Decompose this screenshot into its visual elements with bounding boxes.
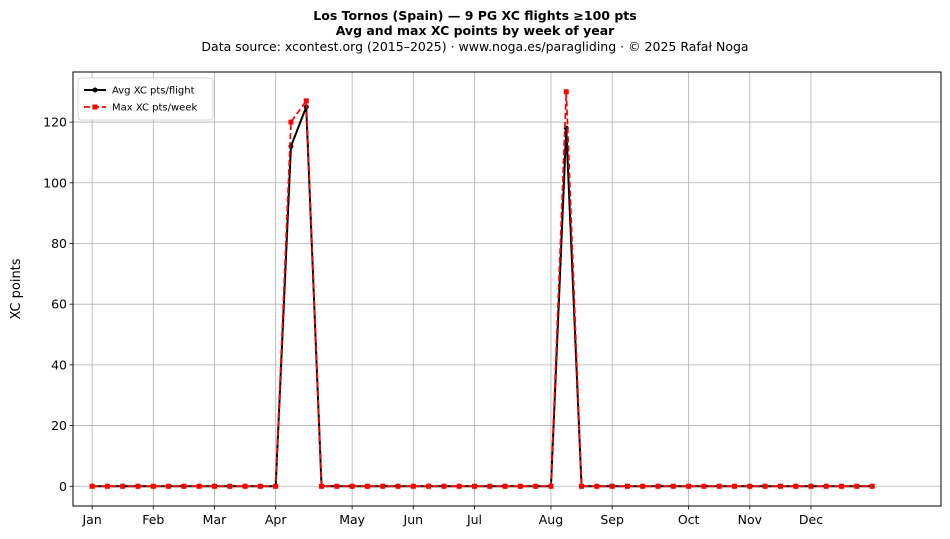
chart-titles: Los Tornos (Spain) — 9 PG XC flights ≥10… xyxy=(0,8,950,54)
chart-title-line1: Los Tornos (Spain) — 9 PG XC flights ≥10… xyxy=(313,8,637,23)
max-point-marker xyxy=(211,483,217,489)
x-tick-label: Jun xyxy=(403,512,424,527)
x-tick-label: Jan xyxy=(81,512,101,527)
max-point-marker xyxy=(701,483,707,489)
max-point-marker xyxy=(548,483,554,489)
max-point-marker xyxy=(303,98,309,104)
y-axis: 0 20 40 60 80 100 120 xyxy=(43,115,73,494)
max-point-marker xyxy=(517,483,523,489)
x-tick-label: May xyxy=(339,512,365,527)
max-point-marker xyxy=(624,483,630,489)
max-point-marker xyxy=(732,483,738,489)
max-point-marker xyxy=(839,483,845,489)
max-point-marker xyxy=(150,483,156,489)
x-tick-label: Mar xyxy=(203,512,227,527)
x-tick-label: Sep xyxy=(600,512,624,527)
legend-swatch-marker xyxy=(92,104,98,110)
max-point-marker xyxy=(502,483,508,489)
y-tick-label: 100 xyxy=(43,175,67,190)
max-point-marker xyxy=(227,483,233,489)
max-point-marker xyxy=(288,119,294,125)
legend-box xyxy=(77,77,214,121)
max-point-marker xyxy=(166,483,172,489)
max-point-marker xyxy=(762,483,768,489)
max-point-marker xyxy=(380,483,386,489)
x-tick-label: Dec xyxy=(799,512,823,527)
series-line-1 xyxy=(92,90,873,488)
x-tick-label: Apr xyxy=(265,512,287,527)
max-point-marker xyxy=(257,483,263,489)
max-point-marker xyxy=(135,483,141,489)
x-axis: Jan Feb Mar Apr May Jun Jul Aug Sep Oct Nov Dec xyxy=(81,506,823,527)
max-point-marker xyxy=(655,483,661,489)
legend-label: Max XC pts/week xyxy=(112,103,197,114)
max-point-marker xyxy=(487,483,493,489)
max-point-marker xyxy=(777,483,783,489)
y-tick-label: 0 xyxy=(59,479,67,494)
max-point-marker xyxy=(533,483,539,489)
y-axis-label: XC points xyxy=(9,258,24,319)
max-point-marker xyxy=(441,483,447,489)
max-point-marker xyxy=(395,483,401,489)
max-point-marker xyxy=(471,483,477,489)
max-point-marker xyxy=(410,483,416,489)
y-tick-label: 40 xyxy=(51,357,67,372)
max-point-marker xyxy=(747,483,753,489)
max-point-marker xyxy=(869,483,875,489)
max-point-marker xyxy=(319,483,325,489)
x-tick-label: Aug xyxy=(539,512,563,527)
max-point-marker xyxy=(104,483,110,489)
max-point-marker xyxy=(594,483,600,489)
series-layer xyxy=(89,89,875,489)
max-point-marker xyxy=(89,483,95,489)
max-point-marker xyxy=(823,483,829,489)
legend-swatch-marker xyxy=(92,87,98,93)
max-point-marker xyxy=(196,483,202,489)
plot-frame xyxy=(72,71,942,507)
max-point-marker xyxy=(793,483,799,489)
max-point-marker xyxy=(609,483,615,489)
chart-title-line2: Avg and max XC points by week of year xyxy=(335,23,615,38)
max-point-marker xyxy=(242,483,248,489)
y-tick-label: 60 xyxy=(51,297,67,312)
x-tick-label: Feb xyxy=(142,512,164,527)
max-point-marker xyxy=(349,483,355,489)
chart-subtitle: Data source: xcontest.org (2015–2025) · … xyxy=(201,39,749,54)
x-tick-label: Oct xyxy=(678,512,700,527)
max-point-marker xyxy=(808,483,814,489)
max-point-marker xyxy=(120,483,126,489)
max-point-marker xyxy=(273,483,279,489)
max-point-marker xyxy=(579,483,585,489)
max-point-marker xyxy=(426,483,432,489)
max-point-marker xyxy=(364,483,370,489)
max-point-marker xyxy=(854,483,860,489)
grid-lines xyxy=(73,72,941,506)
y-tick-label: 20 xyxy=(51,418,67,433)
max-point-marker xyxy=(456,483,462,489)
max-point-marker xyxy=(640,483,646,489)
legend-label: Avg XC pts/flight xyxy=(112,86,195,97)
max-point-marker xyxy=(563,89,569,95)
max-point-marker xyxy=(181,483,187,489)
max-point-marker xyxy=(686,483,692,489)
max-point-marker xyxy=(334,483,340,489)
max-point-marker xyxy=(716,483,722,489)
series-line-0 xyxy=(92,105,873,488)
legend: Avg XC pts/flight Max XC pts/week xyxy=(77,77,214,121)
x-tick-label: Nov xyxy=(738,512,763,527)
max-point-marker xyxy=(670,483,676,489)
y-tick-label: 120 xyxy=(43,115,67,130)
y-tick-label: 80 xyxy=(51,236,67,251)
x-tick-label: Jul xyxy=(466,512,482,527)
